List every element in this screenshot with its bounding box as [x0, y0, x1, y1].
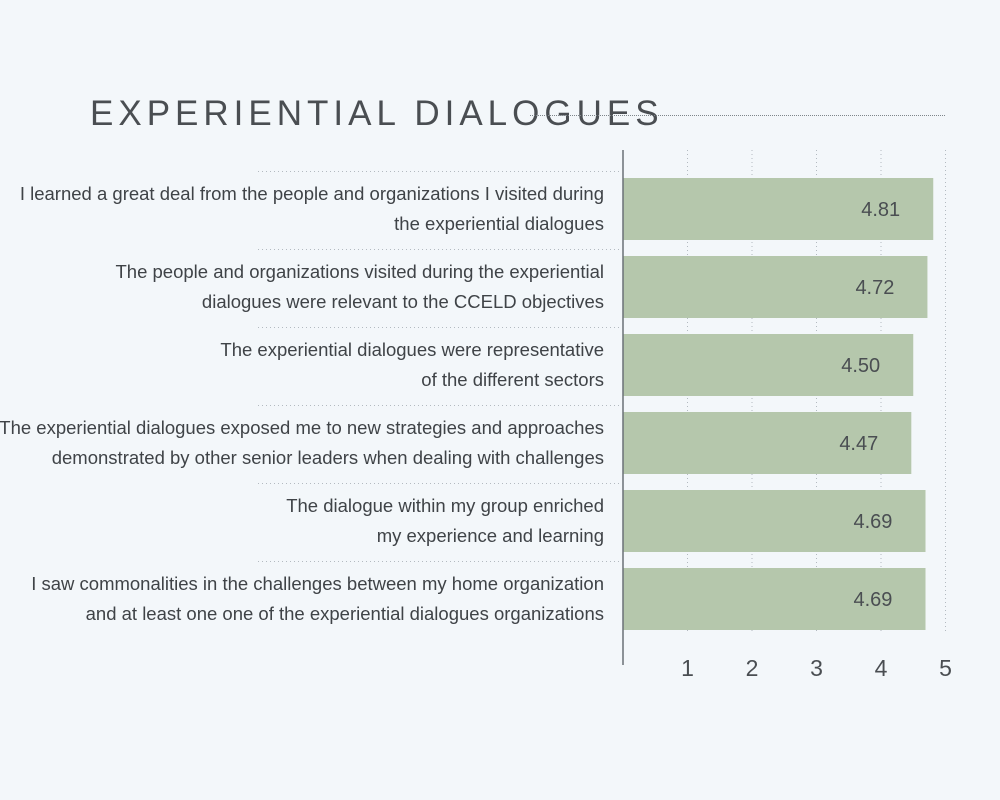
bar-2 — [623, 256, 928, 318]
category-label-line: dialogues were relevant to the CCELD obj… — [202, 291, 604, 312]
category-label-2: The people and organizations visited dur… — [115, 261, 604, 312]
category-label-line: demonstrated by other senior leaders whe… — [52, 447, 604, 468]
value-label-1: 4.81 — [861, 199, 900, 221]
tick-label-2: 2 — [746, 655, 759, 681]
bar-4 — [623, 412, 912, 474]
category-label-6: I saw commonalities in the challenges be… — [31, 573, 604, 624]
category-label-line: the experiential dialogues — [394, 213, 604, 234]
title-rule — [530, 115, 945, 116]
bar-3 — [623, 334, 914, 396]
category-label-5: The dialogue within my group enriched my … — [286, 495, 604, 546]
category-label-line: The experiential dialogues exposed me to… — [0, 417, 604, 438]
tick-label-4: 4 — [875, 655, 888, 681]
category-label-line: of the different sectors — [421, 369, 604, 390]
category-label-line: my experience and learning — [377, 525, 604, 546]
bar-1 — [623, 178, 934, 240]
category-label-line: and at least one one of the experiential… — [86, 603, 604, 624]
tick-label-3: 3 — [810, 655, 823, 681]
category-label-4: The experiential dialogues exposed me to… — [0, 417, 604, 468]
tick-label-5: 5 — [939, 655, 952, 681]
category-label-line: The dialogue within my group enriched — [286, 495, 604, 516]
category-label-line: The people and organizations visited dur… — [115, 261, 604, 282]
tick-label-1: 1 — [681, 655, 694, 681]
category-label-line: The experiential dialogues were represen… — [220, 339, 604, 360]
category-label-3: The experiential dialogues were represen… — [220, 339, 604, 390]
category-label-line: I learned a great deal from the people a… — [20, 183, 604, 204]
value-label-6: 4.69 — [854, 589, 893, 611]
value-label-4: 4.47 — [839, 433, 878, 455]
bar-6 — [623, 568, 926, 630]
bar-5 — [623, 490, 926, 552]
category-label-1: I learned a great deal from the people a… — [20, 183, 604, 234]
value-label-3: 4.50 — [841, 355, 880, 377]
category-label-line: I saw commonalities in the challenges be… — [31, 573, 604, 594]
chart-title: EXPERIENTIAL DIALOGUES — [90, 94, 664, 133]
value-label-5: 4.69 — [854, 511, 893, 533]
value-label-2: 4.72 — [855, 277, 894, 299]
